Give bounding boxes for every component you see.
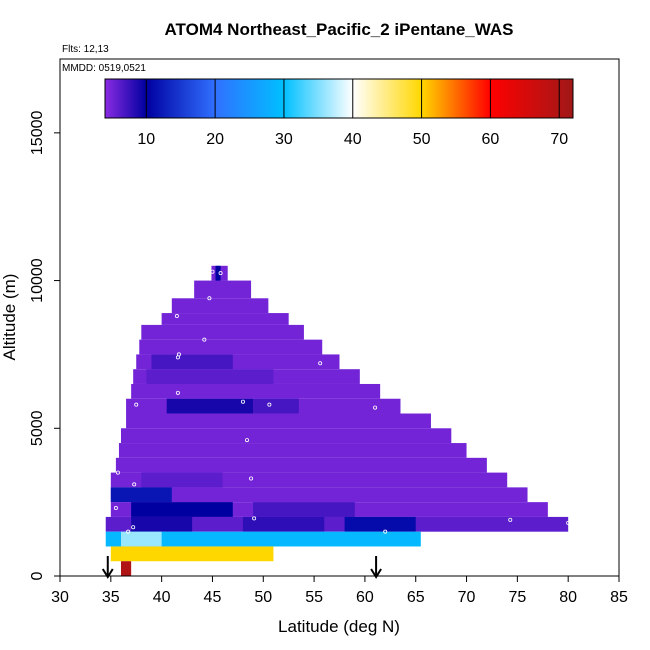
sample-point [207,296,212,301]
heatmap-cell [110,487,172,503]
heatmap-cell [253,502,355,517]
colorbar-tick-label: 70 [550,131,568,148]
sample-point [126,529,131,534]
sample-point [210,269,215,274]
heatmap-cell [131,383,381,399]
sample-point [113,506,118,511]
heatmap-cell [141,324,304,340]
sample-point [267,402,272,407]
heatmap-cell [105,516,569,532]
heatmap-cell [110,487,528,503]
flight-arrow [101,556,114,579]
heatmap-cell [118,443,467,458]
sample-point [240,399,245,404]
sample-point [245,438,250,443]
x-tick-label: 45 [204,589,222,606]
y-axis: 0 5000 10000 15000 [29,111,60,580]
x-tick-label: 80 [559,589,577,606]
heatmap-cell [115,457,487,473]
heatmap-cell [126,413,431,429]
colorbar-tick-label: 30 [275,131,293,148]
sample-point [566,520,571,525]
sample-point [218,271,223,276]
y-tick-label: 0 [29,571,46,580]
heatmap-cell [120,428,452,444]
sample-point [202,337,207,342]
sample-point [175,355,180,360]
flight-arrows [101,556,382,579]
sample-point [373,376,378,381]
heatmap-cell [151,354,233,370]
colorbar [104,78,574,119]
sample-point [318,361,323,366]
x-tick-label: 50 [254,589,272,606]
x-tick-label: 40 [153,589,171,606]
sample-point [175,390,180,395]
sample-point [132,482,137,487]
x-tick-label: 65 [407,589,425,606]
heatmap-cell [161,313,289,325]
heatmap-cell [120,561,132,576]
heatmap-cell [120,531,162,547]
flight-arrow [370,556,382,579]
y-tick-label: 10000 [29,258,46,303]
dates-annotation: MMDD: 0519,0521 [62,63,146,74]
y-tick-label: 5000 [29,410,46,446]
heatmap-cell [344,516,416,532]
x-tick-label: 30 [51,589,69,606]
heatmap-cell [146,369,274,384]
x-tick-label: 60 [356,589,374,606]
heatmap-cell [171,298,269,314]
heatmap-cell [105,531,421,547]
heatmap-cell [215,265,221,290]
sample-point [252,516,257,521]
plot-frame [59,58,620,577]
x-tick-label: 55 [305,589,323,606]
colorbar-tick-label: 20 [206,131,224,148]
heatmap-cell [141,472,223,488]
y-tick-label: 15000 [29,111,46,156]
colorbar-ticks: 10 20 30 40 50 60 70 [137,79,568,148]
heatmap-cell [194,280,252,299]
y-axis-label: Altitude (m) [0,274,19,361]
sample-point [373,405,378,410]
sample-points [113,269,571,534]
colorbar-tick-label: 60 [482,131,500,148]
sample-point [131,525,136,530]
sample-point [249,476,254,481]
x-tick-label: 35 [102,589,120,606]
heatmap-cells [105,265,569,576]
sample-point [141,319,146,324]
x-axis: 30 35 40 45 50 55 60 65 70 75 80 85 [51,576,628,606]
colorbar-tick-label: 10 [137,131,155,148]
sample-point [508,517,513,522]
x-tick-label: 85 [610,589,628,606]
sample-point [383,529,388,534]
colorbar-tick-label: 50 [413,131,431,148]
x-tick-label: 75 [508,589,526,606]
heatmap-cell [139,339,323,355]
flights-annotation: Flts: 12,13 [62,44,109,55]
sample-point [115,470,120,475]
chart-title: ATOM4 Northeast_Pacific_2 iPentane_WAS [165,20,514,39]
heatmap-cell [253,398,299,414]
x-axis-label: Latitude (deg N) [278,617,400,636]
heatmap-cell [131,516,193,532]
heatmap-cell [166,398,254,414]
sample-point [174,314,179,319]
sample-point [134,402,139,407]
heatmap-cell [131,502,233,517]
colorbar-tick-label: 40 [344,131,362,148]
heatmap-cell [242,516,325,532]
x-tick-label: 70 [458,589,476,606]
heatmap-cell [110,546,274,562]
